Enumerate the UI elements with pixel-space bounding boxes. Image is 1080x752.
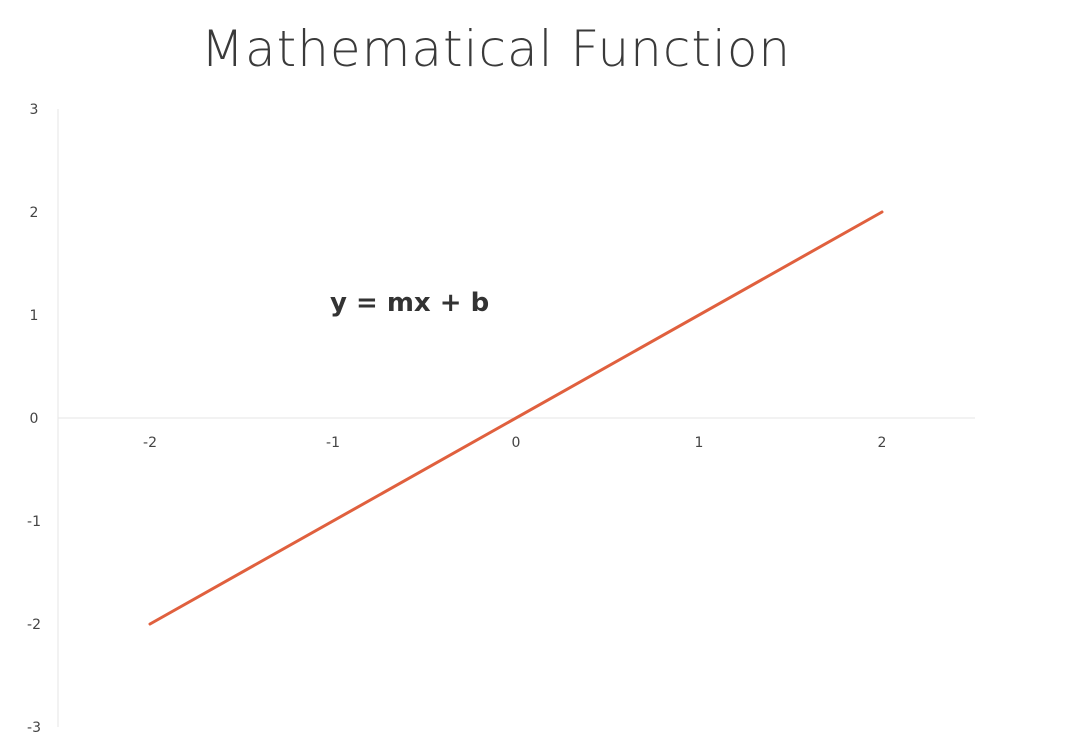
chart-series <box>148 210 884 626</box>
y-tick-label: 0 <box>30 411 39 427</box>
equation-annotation: y = mx + b <box>330 288 489 318</box>
x-tick-label: 2 <box>878 435 887 451</box>
y-tick-label: 1 <box>30 308 39 324</box>
x-tick-labels: -2 -1 0 1 2 <box>143 435 886 451</box>
chart-title: Mathematical Function <box>200 20 792 78</box>
x-tick-label: 0 <box>512 435 521 451</box>
x-tick-label: -1 <box>326 435 340 451</box>
x-tick-label: -2 <box>143 435 157 451</box>
series-line <box>148 210 884 626</box>
y-tick-label: -3 <box>27 720 41 736</box>
y-tick-label: -2 <box>27 617 41 633</box>
x-tick-label: 1 <box>695 435 704 451</box>
y-tick-label: 2 <box>30 205 39 221</box>
y-tick-label: 3 <box>30 102 39 118</box>
y-tick-label: -1 <box>27 514 41 530</box>
y-tick-labels: 3 2 1 0 -1 -2 -3 <box>27 102 41 736</box>
